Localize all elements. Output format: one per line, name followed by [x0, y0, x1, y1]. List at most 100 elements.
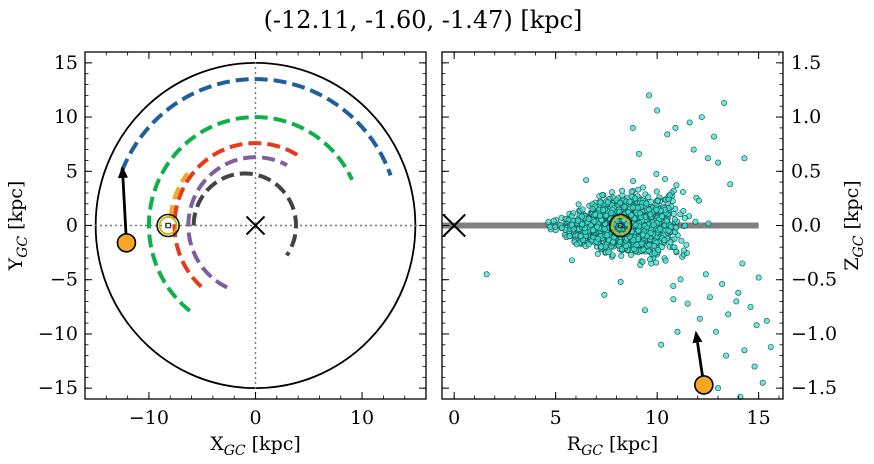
- star-point: [671, 235, 678, 242]
- star-point: [629, 204, 636, 211]
- star-point: [673, 224, 680, 231]
- star-point: [670, 210, 677, 217]
- x-tick-label: 15: [747, 407, 771, 429]
- velocity-arrow-head: [692, 330, 703, 344]
- arm-arc-blue: [120, 77, 393, 177]
- star-point: [663, 218, 670, 225]
- star-point-outlier: [654, 107, 661, 114]
- star-point: [631, 195, 638, 202]
- arm-arc-red: [172, 141, 304, 289]
- star-point: [579, 221, 586, 228]
- star-point: [585, 215, 592, 222]
- object-marker: [116, 233, 137, 253]
- star-point: [683, 241, 690, 248]
- star-point: [678, 237, 685, 244]
- star-point: [593, 223, 600, 230]
- star-point: [651, 242, 658, 249]
- galactic-center-marker: [245, 215, 266, 236]
- star-point: [573, 241, 580, 248]
- star-point: [628, 252, 635, 259]
- star-point-outlier: [629, 124, 636, 131]
- star-point: [670, 282, 677, 289]
- star-point: [680, 247, 687, 254]
- star-point-outlier: [763, 317, 770, 324]
- star-point: [617, 199, 624, 206]
- sun-marker-ring: [611, 216, 631, 235]
- star-point: [657, 225, 664, 232]
- star-point: [679, 189, 686, 196]
- star-point-outlier: [741, 155, 748, 162]
- star-point-outlier: [713, 328, 720, 335]
- star-point-outlier: [733, 298, 740, 305]
- star-point: [558, 214, 565, 221]
- star-point: [619, 187, 626, 194]
- star-point-outlier: [725, 311, 732, 318]
- y-tick-label: −10: [38, 323, 78, 345]
- star-point: [695, 197, 702, 204]
- star-point: [647, 211, 654, 218]
- arm-arc-dark: [191, 171, 299, 257]
- star-point: [609, 252, 616, 259]
- star-point: [552, 223, 559, 230]
- star-point: [605, 249, 612, 256]
- star-point-outlier: [704, 155, 711, 162]
- x-tick-label: 10: [645, 407, 669, 429]
- arm-arc-orange: [168, 172, 190, 218]
- star-point-outlier: [670, 296, 677, 303]
- star-point: [566, 233, 573, 240]
- star-point-outlier: [684, 300, 691, 307]
- star-point: [671, 244, 678, 251]
- y-tick-label: 10: [54, 106, 78, 128]
- star-point: [633, 241, 640, 248]
- star-point: [594, 250, 601, 257]
- x-tick-label: 0: [448, 407, 460, 429]
- star-point: [639, 231, 646, 238]
- y-tick-label: −1.5: [791, 377, 837, 399]
- star-point: [616, 225, 623, 232]
- y-tick-label: 1.5: [791, 52, 821, 74]
- star-point-outlier: [706, 294, 713, 301]
- y-label-main: Z: [841, 257, 863, 270]
- y-tick-label: −1.0: [791, 323, 837, 345]
- star-point-outlier: [672, 124, 679, 131]
- star-point: [596, 212, 603, 219]
- star-point: [677, 276, 684, 283]
- star-point: [643, 200, 650, 207]
- star-point: [597, 199, 604, 206]
- star-point-outlier: [601, 291, 608, 298]
- star-point: [661, 237, 668, 244]
- star-point-outlier: [646, 92, 653, 99]
- star-point: [608, 189, 615, 196]
- star-point-outlier: [755, 274, 762, 281]
- y-label-main: Y: [5, 257, 27, 271]
- star-point-outlier: [747, 303, 754, 310]
- star-point: [632, 222, 639, 229]
- figure-title: (-12.11, -1.60, -1.47) [kpc]: [264, 6, 583, 34]
- star-point: [654, 198, 661, 205]
- star-point-outlier: [721, 99, 728, 106]
- star-point-outlier: [753, 322, 760, 329]
- star-point: [673, 182, 680, 189]
- star-point-outlier: [568, 257, 575, 264]
- star-point: [545, 218, 552, 225]
- y-tick-label: 0.5: [791, 160, 821, 182]
- y-tick-label: −5: [50, 269, 78, 291]
- star-point-outlier: [664, 131, 671, 138]
- star-point-outlier: [686, 119, 693, 126]
- star-cloud: [483, 92, 774, 400]
- star-point-outlier: [583, 176, 590, 183]
- star-point-outlier: [483, 271, 490, 278]
- star-point-outlier: [723, 352, 730, 359]
- star-point-outlier: [767, 343, 774, 350]
- star-point: [608, 210, 615, 217]
- star-point: [595, 235, 602, 242]
- star-point: [628, 212, 635, 219]
- star-point: [628, 188, 635, 195]
- star-point: [647, 230, 654, 237]
- y-axis-label: ZGC [kpc]: [841, 180, 867, 270]
- star-point: [661, 176, 668, 183]
- y-label-sub: GC: [851, 235, 867, 257]
- star-point-outlier: [698, 114, 705, 121]
- object-marker: [694, 375, 714, 395]
- star-point: [667, 239, 674, 246]
